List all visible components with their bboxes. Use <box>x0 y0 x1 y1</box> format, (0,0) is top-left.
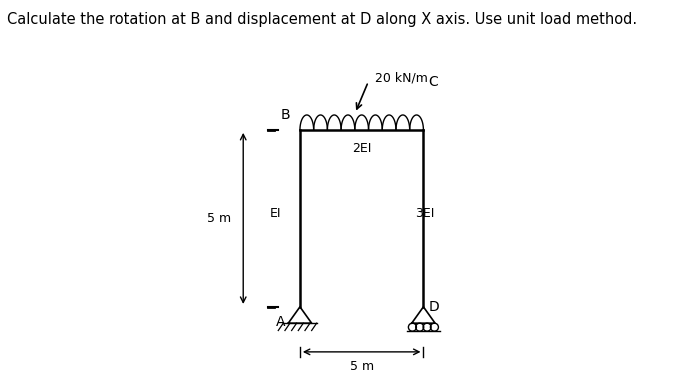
Text: A: A <box>275 315 285 329</box>
Text: B: B <box>280 107 290 122</box>
Text: 3EI: 3EI <box>415 207 435 220</box>
Text: C: C <box>428 74 438 88</box>
Text: 5 m: 5 m <box>207 212 232 225</box>
Text: D: D <box>428 300 439 314</box>
Text: 5 m: 5 m <box>349 360 374 373</box>
Text: Calculate the rotation at B and displacement at D along X axis. Use unit load me: Calculate the rotation at B and displace… <box>7 12 637 27</box>
Text: 2EI: 2EI <box>352 142 372 155</box>
Text: EI: EI <box>270 207 281 220</box>
Text: 20 kN/m: 20 kN/m <box>375 72 428 85</box>
